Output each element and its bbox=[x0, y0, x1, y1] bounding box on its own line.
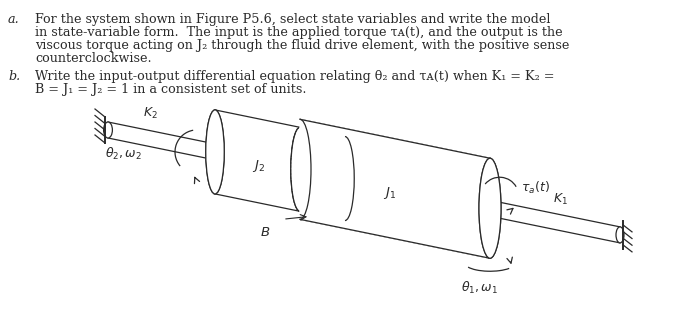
Ellipse shape bbox=[206, 110, 224, 194]
Text: $J_1$: $J_1$ bbox=[384, 185, 396, 201]
Ellipse shape bbox=[479, 158, 501, 258]
Text: $K_2$: $K_2$ bbox=[143, 106, 158, 121]
Text: B = J₁ = J₂ = 1 in a consistent set of units.: B = J₁ = J₂ = 1 in a consistent set of u… bbox=[35, 83, 307, 96]
Text: $J_2$: $J_2$ bbox=[251, 158, 265, 174]
Polygon shape bbox=[300, 119, 490, 258]
Ellipse shape bbox=[206, 110, 224, 194]
Text: For the system shown in Figure P5.6, select state variables and write the model: For the system shown in Figure P5.6, sel… bbox=[35, 13, 550, 26]
Ellipse shape bbox=[290, 127, 309, 211]
Text: in state-variable form.  The input is the applied torque τᴀ(t), and the output i: in state-variable form. The input is the… bbox=[35, 26, 563, 39]
Text: $B$: $B$ bbox=[260, 226, 270, 239]
Text: $\tau_a(t)$: $\tau_a(t)$ bbox=[521, 180, 550, 196]
Text: b.: b. bbox=[8, 70, 20, 83]
Ellipse shape bbox=[104, 122, 113, 138]
Text: Write the input-output differential equation relating θ₂ and τᴀ(t) when K₁ = K₂ : Write the input-output differential equa… bbox=[35, 70, 554, 83]
Text: viscous torque acting on J₂ through the fluid drive element, with the positive s: viscous torque acting on J₂ through the … bbox=[35, 39, 569, 52]
Ellipse shape bbox=[479, 158, 501, 258]
Text: counterclockwise.: counterclockwise. bbox=[35, 52, 152, 65]
Text: $\theta_2, \omega_2$: $\theta_2, \omega_2$ bbox=[105, 145, 142, 162]
Polygon shape bbox=[300, 127, 345, 220]
Text: $\theta_1, \omega_1$: $\theta_1, \omega_1$ bbox=[461, 280, 498, 296]
Ellipse shape bbox=[290, 127, 309, 211]
Text: $K_1$: $K_1$ bbox=[552, 192, 568, 207]
Ellipse shape bbox=[616, 227, 624, 243]
Text: a.: a. bbox=[8, 13, 20, 26]
